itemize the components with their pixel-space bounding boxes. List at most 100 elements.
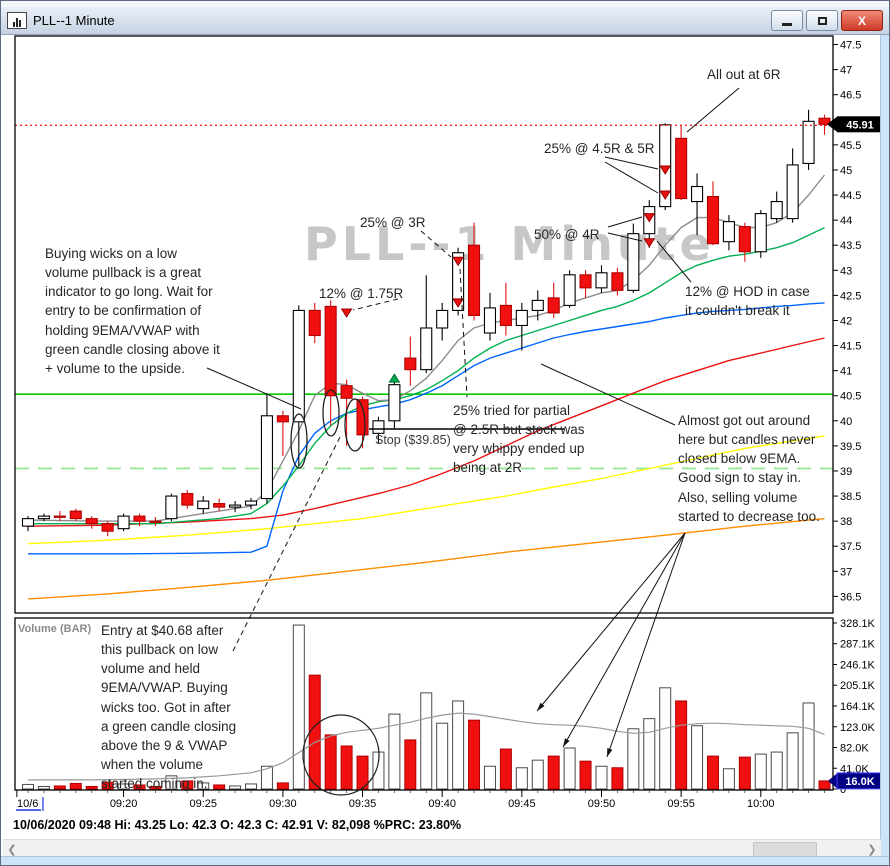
time-axis-label: 09:20 [110, 798, 138, 810]
volume-ma-line [28, 712, 825, 781]
annotation-whipsaw-note[interactable]: 25% tried for partial @ 2.5R but stock w… [453, 403, 585, 476]
annotation-hod-exit-note[interactable]: 12% @ HOD in case it couldn't break it [685, 284, 810, 319]
candle [499, 304, 512, 327]
annotation-exit-4r-label[interactable]: 50% @ 4R [534, 227, 600, 242]
price-axis-label: 38 [840, 516, 852, 528]
candle [515, 309, 528, 327]
scroll-left-button[interactable]: ❮ [7, 844, 17, 856]
annotation-entry-note[interactable]: Entry at $40.68 after this pullback on l… [101, 623, 237, 792]
window-title: PLL--1 Minute [33, 13, 115, 28]
status-bar: 10/06/2020 09:48 Hi: 43.25 Lo: 42.3 O: 4… [13, 818, 462, 832]
volume-bar [563, 747, 576, 790]
candle [627, 233, 640, 291]
sell-marker [643, 213, 656, 223]
candle [420, 327, 433, 371]
candle [691, 185, 704, 203]
volume-bar [659, 687, 672, 790]
candle [340, 385, 353, 399]
price-axis-label: 37 [840, 566, 852, 578]
price-axis-label: 42.5 [840, 290, 861, 302]
sell-marker-hollow [674, 142, 688, 153]
candle [722, 221, 735, 243]
price-axis-label: 45.5 [840, 140, 861, 152]
volume-bar [324, 734, 337, 790]
volume-bar [515, 767, 528, 790]
price-axis-label: 37.5 [840, 541, 861, 553]
candle [818, 117, 831, 125]
titlebar[interactable]: PLL--1 Minute X [1, 7, 889, 35]
annotation-exit-3r-label[interactable]: 25% @ 3R [360, 215, 426, 230]
buy-marker [388, 373, 401, 383]
sell-marker [659, 190, 672, 200]
window-bottom-frame [1, 856, 889, 865]
annotation-almost-out-note[interactable]: Almost got out around here but candles n… [678, 413, 820, 524]
candle [133, 515, 146, 522]
candle [675, 137, 688, 200]
volume-bar [483, 765, 496, 790]
candle [197, 500, 210, 510]
price-axis-label: 44.5 [840, 190, 861, 202]
yellow-ema-line [27, 435, 825, 545]
price-axis[interactable]: 47.54746.54645.54544.54443.54342.54241.5… [833, 40, 861, 604]
volume-bar [579, 760, 592, 790]
price-axis-label: 41.5 [840, 341, 861, 353]
volume-axis-label: 328.1K [840, 618, 876, 630]
candle [149, 520, 162, 523]
time-axis-label: 09:30 [269, 798, 297, 810]
volume-pane-label: Volume (BAR) [18, 623, 92, 635]
volume-bar [643, 718, 656, 790]
volume-bar [706, 755, 719, 790]
candle [53, 515, 66, 518]
volume-axis-label: 246.1K [840, 659, 876, 671]
window-top-strip [1, 1, 889, 7]
candle [611, 272, 624, 291]
price-axis-label: 39.5 [840, 441, 861, 453]
candle [786, 164, 799, 220]
volume-axis-label: 0 [840, 784, 846, 796]
time-axis-label: 10:00 [747, 798, 775, 810]
volume-bar [229, 785, 242, 790]
annotation-buying-wicks-note[interactable]: Buying wicks on a low volume pullback is… [45, 246, 220, 376]
annotation-stop-label[interactable]: Stop ($39.85) [375, 433, 451, 447]
time-axis[interactable]: 10/6 09:20 09:25 09:30 09:35 09:40 09:45 09:50 0… [16, 790, 825, 811]
volume-axis-label: 123.0K [840, 722, 876, 734]
volume-bar [69, 782, 82, 790]
candle [213, 503, 226, 508]
volume-bar [468, 719, 481, 790]
candle [436, 309, 449, 329]
annotation-all-out-6r-label[interactable]: All out at 6R [707, 67, 781, 82]
watermark: PLL--1 Minute [304, 217, 715, 271]
drawn-ellipses[interactable] [290, 389, 380, 796]
candle [754, 213, 767, 253]
price-axis-label: 45 [840, 165, 852, 177]
time-axis-label: 09:25 [189, 798, 217, 810]
annotation-exit-45r-5r-label[interactable]: 25% @ 4.5R & 5R [544, 141, 655, 156]
sell-marker [659, 165, 672, 175]
volume-bar [802, 702, 815, 790]
candle [356, 399, 369, 436]
volume-axis-label: 41.0K [840, 763, 869, 775]
annotation-exit-175r-label[interactable]: 12% @ 1.75R [319, 286, 404, 301]
candle [483, 307, 497, 334]
candle [563, 274, 576, 306]
last-price-tag: 45.91 [827, 116, 883, 133]
volume-axis[interactable]: 328.1K 287.1K 246.1K 205.1K 164.1K 123.0K 82.0… [833, 618, 876, 796]
volume-bar [260, 765, 273, 790]
volume-bar [149, 785, 162, 790]
minimize-button[interactable] [771, 10, 803, 31]
scroll-right-button[interactable]: ❯ [867, 844, 877, 856]
volume-bar [786, 732, 799, 790]
volume-bar [627, 728, 640, 790]
orange-ema-line [27, 517, 825, 600]
candle [738, 226, 751, 253]
price-axis-label: 44 [840, 215, 852, 227]
volume-bar [722, 768, 735, 790]
volume-bar [37, 785, 50, 790]
price-axis-label: 42 [840, 315, 852, 327]
close-button[interactable]: X [841, 10, 883, 31]
volume-bar [388, 713, 401, 790]
maximize-button[interactable] [806, 10, 838, 31]
volume-bars [22, 624, 831, 790]
